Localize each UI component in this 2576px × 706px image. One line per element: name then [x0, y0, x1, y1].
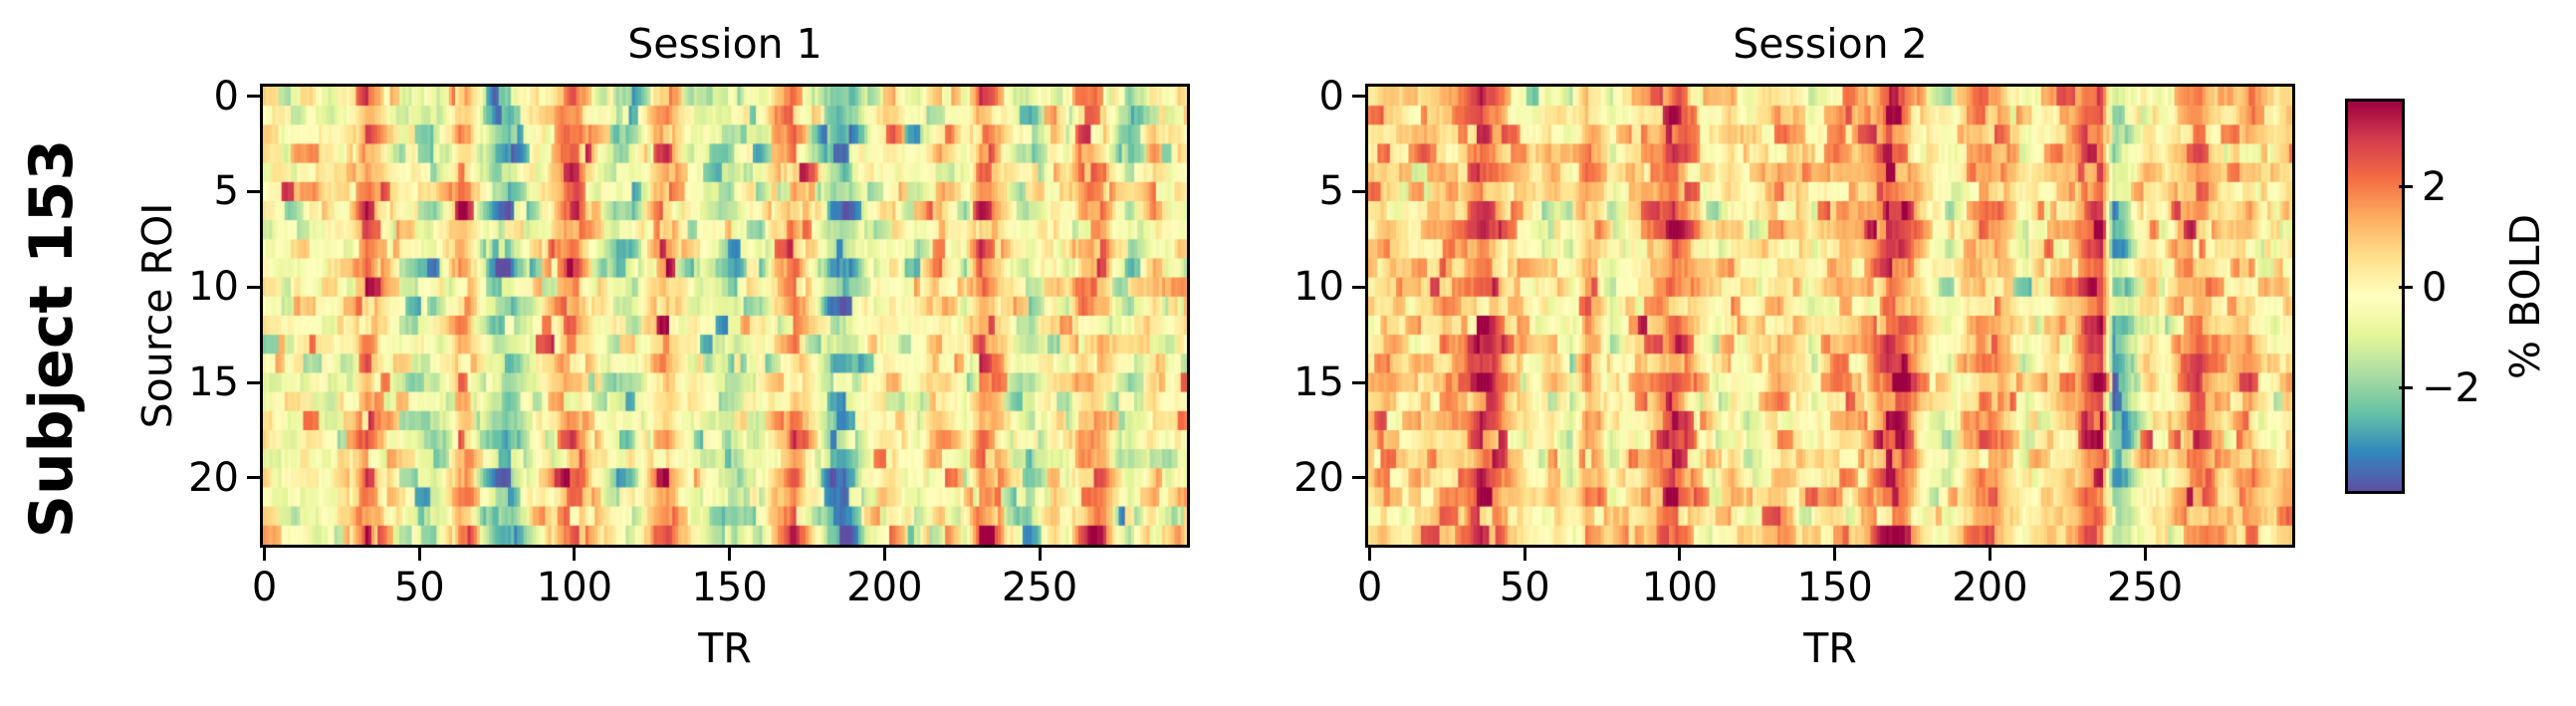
y-tick-label: 20 [1293, 454, 1344, 501]
y-tick-label: 0 [213, 73, 239, 119]
colorbar-tick-label: 2 [2422, 163, 2448, 210]
x-tick-mark [2143, 548, 2147, 561]
colorbar-label: % BOLD [2501, 213, 2549, 380]
x-tick-mark [1833, 548, 1837, 561]
x-tick-mark [1988, 548, 1991, 561]
x-tick-label: 250 [2106, 565, 2184, 610]
x-tick-label: 200 [1952, 565, 2028, 610]
colorbar-tick-mark [2399, 386, 2413, 390]
x-tick-mark [1522, 548, 1526, 561]
x-axis-label-session-2: TR [1803, 624, 1857, 672]
y-tick-label: 5 [1318, 168, 1344, 215]
x-tick-mark [1038, 548, 1042, 561]
x-tick-label: 250 [1001, 565, 1078, 610]
panel-session-2 [1365, 84, 2295, 548]
y-tick-label: 15 [188, 359, 239, 406]
colorbar-tick-mark [2399, 286, 2413, 290]
y-tick-mark [1352, 380, 1365, 384]
y-tick-mark [1352, 476, 1365, 480]
y-tick-mark [1352, 95, 1365, 99]
x-tick-label: 0 [251, 565, 278, 610]
colorbar-tick-mark [2399, 185, 2413, 189]
y-tick-mark [1352, 285, 1365, 289]
x-tick-label: 0 [1356, 565, 1383, 610]
colorbar [2345, 99, 2405, 494]
y-tick-mark [247, 95, 260, 99]
y-tick-mark [247, 189, 260, 193]
x-tick-mark [1678, 548, 1682, 561]
session-2-heatmap [1368, 87, 2292, 545]
x-tick-label: 100 [536, 565, 613, 610]
x-tick-mark [728, 548, 732, 561]
x-tick-label: 50 [1499, 565, 1550, 610]
colorbar-gradient [2348, 102, 2402, 491]
x-tick-label: 100 [1641, 565, 1719, 610]
x-tick-mark [263, 548, 267, 561]
x-tick-mark [882, 548, 886, 561]
y-tick-label: 20 [188, 454, 239, 501]
session-1-heatmap [263, 87, 1187, 545]
y-tick-label: 0 [1318, 73, 1344, 119]
subject-row-label: Subject 153 [17, 138, 87, 539]
x-axis-label-session-1: TR [698, 624, 752, 672]
y-tick-label: 5 [213, 168, 239, 215]
x-tick-mark [1368, 548, 1372, 561]
x-tick-label: 150 [691, 565, 768, 610]
panel-title-session-2: Session 2 [1733, 20, 1928, 68]
y-tick-label: 15 [1293, 359, 1344, 406]
y-tick-mark [1352, 189, 1365, 193]
y-tick-mark [247, 380, 260, 384]
panel-title-session-1: Session 1 [627, 20, 822, 68]
y-tick-mark [247, 476, 260, 480]
y-tick-label: 10 [188, 264, 239, 311]
x-tick-mark [417, 548, 421, 561]
y-tick-label: 10 [1293, 264, 1344, 311]
x-tick-label: 50 [393, 565, 445, 610]
y-tick-mark [247, 285, 260, 289]
x-tick-label: 200 [846, 565, 923, 610]
colorbar-tick-label: 0 [2422, 264, 2448, 311]
panel-session-1 [260, 84, 1190, 548]
x-tick-label: 150 [1796, 565, 1873, 610]
x-tick-mark [573, 548, 577, 561]
colorbar-tick-label: −2 [2422, 364, 2480, 411]
